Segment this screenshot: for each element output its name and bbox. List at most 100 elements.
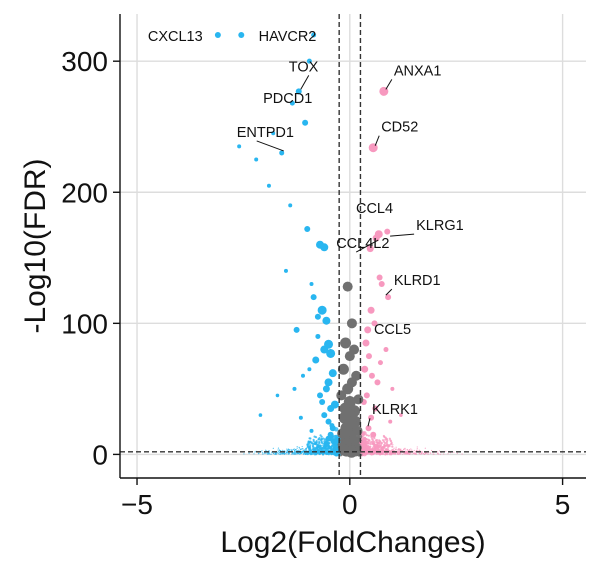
data-point-down xyxy=(306,58,312,64)
cloud-point xyxy=(402,450,404,452)
cloud-point xyxy=(364,452,367,455)
cloud-point xyxy=(433,453,435,455)
cloud-point xyxy=(406,448,408,451)
cloud-point xyxy=(408,452,411,454)
cloud-point xyxy=(319,434,322,437)
cloud-point xyxy=(445,450,447,453)
data-point-down xyxy=(327,405,335,413)
cloud-point xyxy=(430,452,432,454)
annotation-leader xyxy=(355,239,379,253)
cloud-point xyxy=(365,434,369,437)
data-point-down xyxy=(325,435,332,442)
cloud-point xyxy=(408,449,411,451)
data-point-up xyxy=(390,386,395,391)
gene-label-klrk1: KLRK1 xyxy=(372,402,418,418)
gene-label-ccl4: CCL4 xyxy=(356,201,393,217)
x-axis-title: Log2(FoldChanges) xyxy=(220,526,485,559)
cloud-point xyxy=(388,437,391,440)
cloud-point xyxy=(405,451,407,453)
cloud-point xyxy=(268,450,270,452)
cloud-point xyxy=(377,448,380,451)
data-point-down xyxy=(317,305,327,315)
cloud-point xyxy=(292,453,295,455)
cloud-point xyxy=(363,436,366,440)
data-point-down xyxy=(322,316,331,325)
cloud-point xyxy=(287,448,290,450)
data-point-up xyxy=(399,413,403,417)
cloud-point xyxy=(279,453,282,455)
cloud-point xyxy=(271,451,273,453)
cloud-point xyxy=(296,447,298,449)
data-point-down xyxy=(328,369,337,378)
cloud-point xyxy=(302,450,304,453)
data-point-down xyxy=(312,356,320,364)
data-point-down xyxy=(315,333,321,339)
cloud-point xyxy=(282,453,284,455)
cloud-point xyxy=(385,440,389,443)
cloud-point xyxy=(382,434,385,438)
cloud-point xyxy=(316,444,319,447)
cloud-point xyxy=(398,448,400,451)
cloud-point xyxy=(312,440,315,443)
cloud-point xyxy=(409,453,411,455)
cloud-point xyxy=(456,452,458,454)
cloud-point xyxy=(414,451,417,453)
gene-label-tox: TOX xyxy=(289,59,319,75)
cloud-point xyxy=(301,452,303,455)
data-point-down xyxy=(322,385,330,393)
data-point-up xyxy=(366,245,374,253)
cloud-point xyxy=(392,444,394,446)
annotation-leader xyxy=(256,140,284,152)
data-point-ns xyxy=(342,383,354,395)
cloud-point xyxy=(371,453,375,456)
cloud-point xyxy=(312,448,315,451)
cloud-point xyxy=(397,451,399,453)
data-point-up xyxy=(383,347,389,353)
cloud-point xyxy=(361,440,367,446)
data-point-up xyxy=(378,281,385,288)
cloud-point xyxy=(414,452,416,454)
data-point-down xyxy=(300,373,305,378)
cloud-point xyxy=(447,453,449,455)
annotation-leader xyxy=(367,418,371,427)
cloud-point xyxy=(380,442,383,445)
cloud-point xyxy=(415,453,417,455)
data-point-down xyxy=(298,415,303,420)
cloud-point xyxy=(306,443,309,446)
cloud-point xyxy=(424,447,426,449)
cloud-point xyxy=(416,448,418,450)
cloud-point xyxy=(326,450,329,453)
cloud-point xyxy=(301,445,303,448)
cloud-point xyxy=(333,453,336,456)
cloud-point xyxy=(413,452,415,454)
cloud-point xyxy=(413,449,415,452)
cloud-point xyxy=(243,453,245,455)
cloud-point xyxy=(372,440,375,443)
cloud-point xyxy=(285,450,287,452)
cloud-point xyxy=(373,443,377,446)
data-point-down xyxy=(302,119,309,126)
cloud-point xyxy=(273,452,275,455)
cloud-point xyxy=(382,447,385,450)
cloud-point xyxy=(378,440,382,443)
cloud-point xyxy=(439,453,441,455)
cloud-point xyxy=(421,452,423,454)
data-point-up xyxy=(377,360,383,366)
threshold-lines xyxy=(120,14,586,478)
data-point-down xyxy=(309,282,314,287)
data-point-up xyxy=(368,143,378,153)
cloud-point xyxy=(375,439,379,442)
cloud-point xyxy=(395,449,397,451)
cloud-point xyxy=(283,452,286,454)
gene-label-anxa1: ANXA1 xyxy=(394,63,442,79)
cloud-point xyxy=(309,449,312,452)
cloud-point xyxy=(333,446,336,450)
cloud-point xyxy=(406,453,409,455)
cloud-point xyxy=(275,453,277,455)
data-point-ns xyxy=(344,351,355,362)
data-point-down xyxy=(320,345,329,354)
data-point-down xyxy=(324,378,333,387)
cloud-point xyxy=(254,451,256,453)
